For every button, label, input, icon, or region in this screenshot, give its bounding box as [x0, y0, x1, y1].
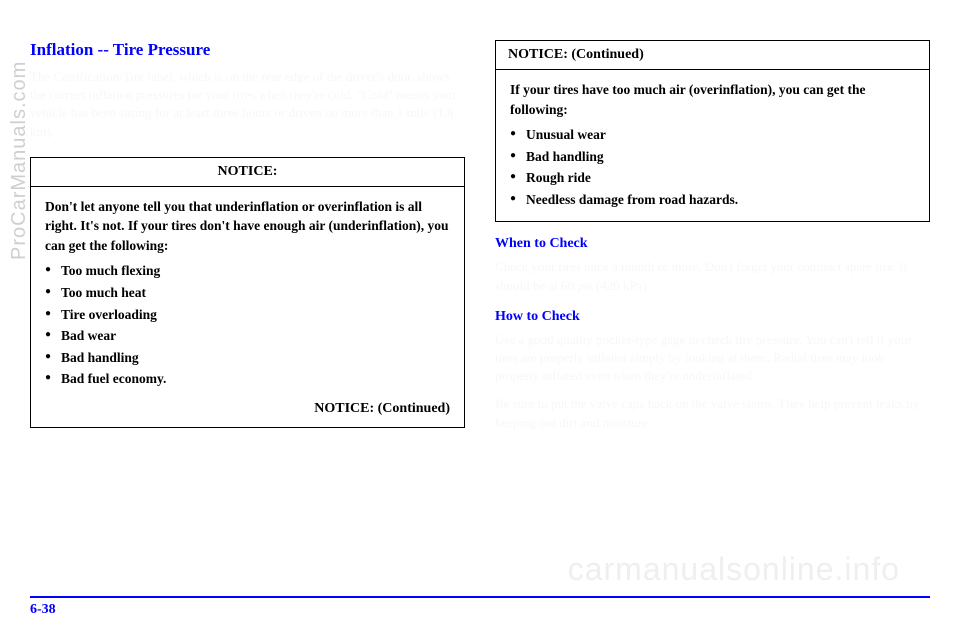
list-item: Rough ride	[510, 168, 915, 188]
list-item: Bad fuel economy.	[45, 369, 450, 389]
list-item: Tire overloading	[45, 305, 450, 325]
notice-body: Don't let anyone tell you that underinfl…	[31, 187, 464, 401]
notice-box-right: NOTICE: (Continued) If your tires have t…	[495, 40, 930, 222]
notice-list: Unusual wear Bad handling Rough ride Nee…	[510, 125, 915, 209]
list-item: Needless damage from road hazards.	[510, 190, 915, 210]
page-number: 6-38	[30, 602, 56, 618]
notice-intro: If your tires have too much air (overinf…	[510, 80, 915, 119]
notice-list: Too much flexing Too much heat Tire over…	[45, 261, 450, 388]
how-text-2: Be sure to put the valve caps back on th…	[495, 395, 930, 431]
intro-paragraph: The Certification/Tire label, which is o…	[30, 68, 465, 141]
left-column: Inflation -- Tire Pressure The Certifica…	[30, 40, 465, 442]
page-content: Inflation -- Tire Pressure The Certifica…	[0, 0, 960, 462]
notice-header: NOTICE: (Continued)	[496, 41, 929, 70]
list-item: Too much flexing	[45, 261, 450, 281]
list-item: Bad handling	[510, 147, 915, 167]
bottom-rule	[30, 596, 930, 598]
right-column: NOTICE: (Continued) If your tires have t…	[495, 40, 930, 442]
subheading-how: How to Check	[495, 309, 930, 325]
notice-header: NOTICE:	[31, 158, 464, 187]
list-item: Bad handling	[45, 348, 450, 368]
list-item: Too much heat	[45, 283, 450, 303]
notice-intro: Don't let anyone tell you that underinfl…	[45, 197, 450, 256]
how-text-1: Use a good quality pocket-type gage to c…	[495, 331, 930, 386]
notice-body: If your tires have too much air (overinf…	[496, 70, 929, 221]
section-heading: Inflation -- Tire Pressure	[30, 40, 465, 60]
notice-box-left: NOTICE: Don't let anyone tell you that u…	[30, 157, 465, 428]
list-item: Unusual wear	[510, 125, 915, 145]
notice-footer: NOTICE: (Continued)	[31, 401, 464, 427]
subheading-when: When to Check	[495, 236, 930, 252]
list-item: Bad wear	[45, 326, 450, 346]
when-text: Check your tires once a month or more. D…	[495, 258, 930, 294]
watermark-main: carmanualsonline.info	[568, 551, 900, 588]
